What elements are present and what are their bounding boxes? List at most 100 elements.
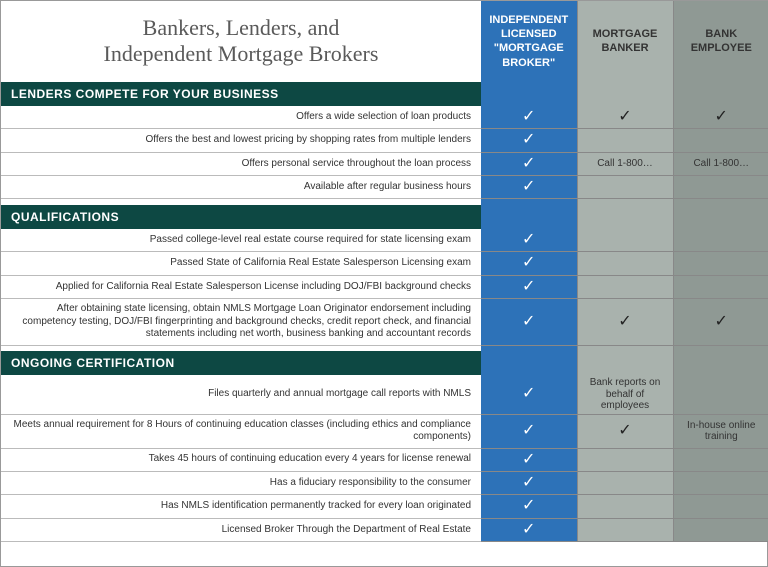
cell-banker: [577, 471, 673, 494]
cell-broker: ✓: [481, 471, 577, 494]
comparison-table: Bankers, Lenders, andIndependent Mortgag…: [1, 1, 768, 542]
check-icon: ✓: [522, 178, 535, 196]
cell-banker: [577, 252, 673, 275]
cell-broker: ✓: [481, 275, 577, 298]
row-label: Passed State of California Real Estate S…: [1, 252, 481, 275]
cell-broker: ✓: [481, 252, 577, 275]
table-row: Files quarterly and annual mortgage call…: [1, 375, 768, 414]
row-label: Has NMLS identification permanently trac…: [1, 495, 481, 518]
cell-employee: [673, 495, 768, 518]
cell-broker: ✓: [481, 129, 577, 152]
col-header-banker: MORTGAGEBANKER: [577, 1, 673, 82]
cell-banker: ✓: [577, 106, 673, 129]
cell-banker: [577, 495, 673, 518]
table-row: Passed college-level real estate course …: [1, 229, 768, 252]
row-label: Available after regular business hours: [1, 175, 481, 198]
cell-employee: [673, 275, 768, 298]
table-row: Offers a wide selection of loan products…: [1, 106, 768, 129]
table-row: Licensed Broker Through the Department o…: [1, 518, 768, 541]
check-icon: ✓: [715, 108, 728, 126]
col-header-employee: BANKEMPLOYEE: [673, 1, 768, 82]
row-label: Offers personal service throughout the l…: [1, 152, 481, 175]
cell-broker: ✓: [481, 495, 577, 518]
section-fill-banker: [577, 205, 673, 229]
table-row: Has a fiduciary responsibility to the co…: [1, 471, 768, 494]
cell-employee: ✓: [673, 299, 768, 346]
row-label: Applied for California Real Estate Sales…: [1, 275, 481, 298]
check-icon: ✓: [522, 231, 535, 249]
section-fill-broker: [481, 351, 577, 375]
check-icon: ✓: [522, 521, 535, 539]
section-fill-employee: [673, 205, 768, 229]
row-label: After obtaining state licensing, obtain …: [1, 299, 481, 346]
cell-employee: Call 1-800…: [673, 152, 768, 175]
table-row: Applied for California Real Estate Sales…: [1, 275, 768, 298]
row-label: Licensed Broker Through the Department o…: [1, 518, 481, 541]
cell-banker: [577, 229, 673, 252]
cell-banker: Call 1-800…: [577, 152, 673, 175]
cell-employee: [673, 129, 768, 152]
table-row: Takes 45 hours of continuing education e…: [1, 448, 768, 471]
check-icon: ✓: [715, 313, 728, 331]
table-row: Offers the best and lowest pricing by sh…: [1, 129, 768, 152]
section-fill-employee: [673, 351, 768, 375]
table-row: Offers personal service throughout the l…: [1, 152, 768, 175]
cell-broker: ✓: [481, 175, 577, 198]
section-header: QUALIFICATIONS: [1, 205, 481, 229]
cell-employee: [673, 175, 768, 198]
cell-broker: ✓: [481, 229, 577, 252]
row-label: Has a fiduciary responsibility to the co…: [1, 471, 481, 494]
cell-banker: Bank reports on behalf of employees: [577, 375, 673, 414]
cell-banker: [577, 518, 673, 541]
cell-banker: [577, 129, 673, 152]
check-icon: ✓: [522, 451, 535, 469]
table-row: Meets annual requirement for 8 Hours of …: [1, 414, 768, 448]
check-icon: ✓: [618, 108, 631, 126]
cell-broker: ✓: [481, 375, 577, 414]
check-icon: ✓: [618, 313, 631, 331]
cell-banker: [577, 275, 673, 298]
check-icon: ✓: [522, 422, 535, 440]
cell-banker: [577, 175, 673, 198]
check-icon: ✓: [522, 155, 535, 173]
section-fill-employee: [673, 82, 768, 106]
check-icon: ✓: [522, 474, 535, 492]
table-row: Passed State of California Real Estate S…: [1, 252, 768, 275]
cell-broker: ✓: [481, 414, 577, 448]
cell-broker: ✓: [481, 518, 577, 541]
cell-banker: [577, 448, 673, 471]
cell-employee: [673, 375, 768, 414]
check-icon: ✓: [522, 131, 535, 149]
section-fill-banker: [577, 82, 673, 106]
check-icon: ✓: [522, 254, 535, 272]
comparison-table-container: Bankers, Lenders, andIndependent Mortgag…: [0, 0, 768, 567]
cell-employee: [673, 471, 768, 494]
row-label: Offers the best and lowest pricing by sh…: [1, 129, 481, 152]
check-icon: ✓: [522, 497, 535, 515]
cell-broker: ✓: [481, 106, 577, 129]
cell-employee: [673, 229, 768, 252]
cell-employee: In-house online training: [673, 414, 768, 448]
row-label: Meets annual requirement for 8 Hours of …: [1, 414, 481, 448]
row-label: Files quarterly and annual mortgage call…: [1, 375, 481, 414]
section-fill-banker: [577, 351, 673, 375]
table-row: Has NMLS identification permanently trac…: [1, 495, 768, 518]
cell-broker: ✓: [481, 152, 577, 175]
check-icon: ✓: [522, 108, 535, 126]
page-title: Bankers, Lenders, andIndependent Mortgag…: [1, 1, 481, 82]
cell-broker: ✓: [481, 448, 577, 471]
cell-banker: ✓: [577, 414, 673, 448]
check-icon: ✓: [522, 278, 535, 296]
check-icon: ✓: [618, 422, 631, 440]
col-header-broker: INDEPENDENTLICENSED"MORTGAGEBROKER": [481, 1, 577, 82]
cell-employee: [673, 252, 768, 275]
section-header: ONGOING CERTIFICATION: [1, 351, 481, 375]
section-fill-broker: [481, 205, 577, 229]
table-row: After obtaining state licensing, obtain …: [1, 299, 768, 346]
cell-employee: ✓: [673, 106, 768, 129]
check-icon: ✓: [522, 385, 535, 403]
row-label: Passed college-level real estate course …: [1, 229, 481, 252]
cell-employee: [673, 448, 768, 471]
check-icon: ✓: [522, 313, 535, 331]
row-label: Takes 45 hours of continuing education e…: [1, 448, 481, 471]
